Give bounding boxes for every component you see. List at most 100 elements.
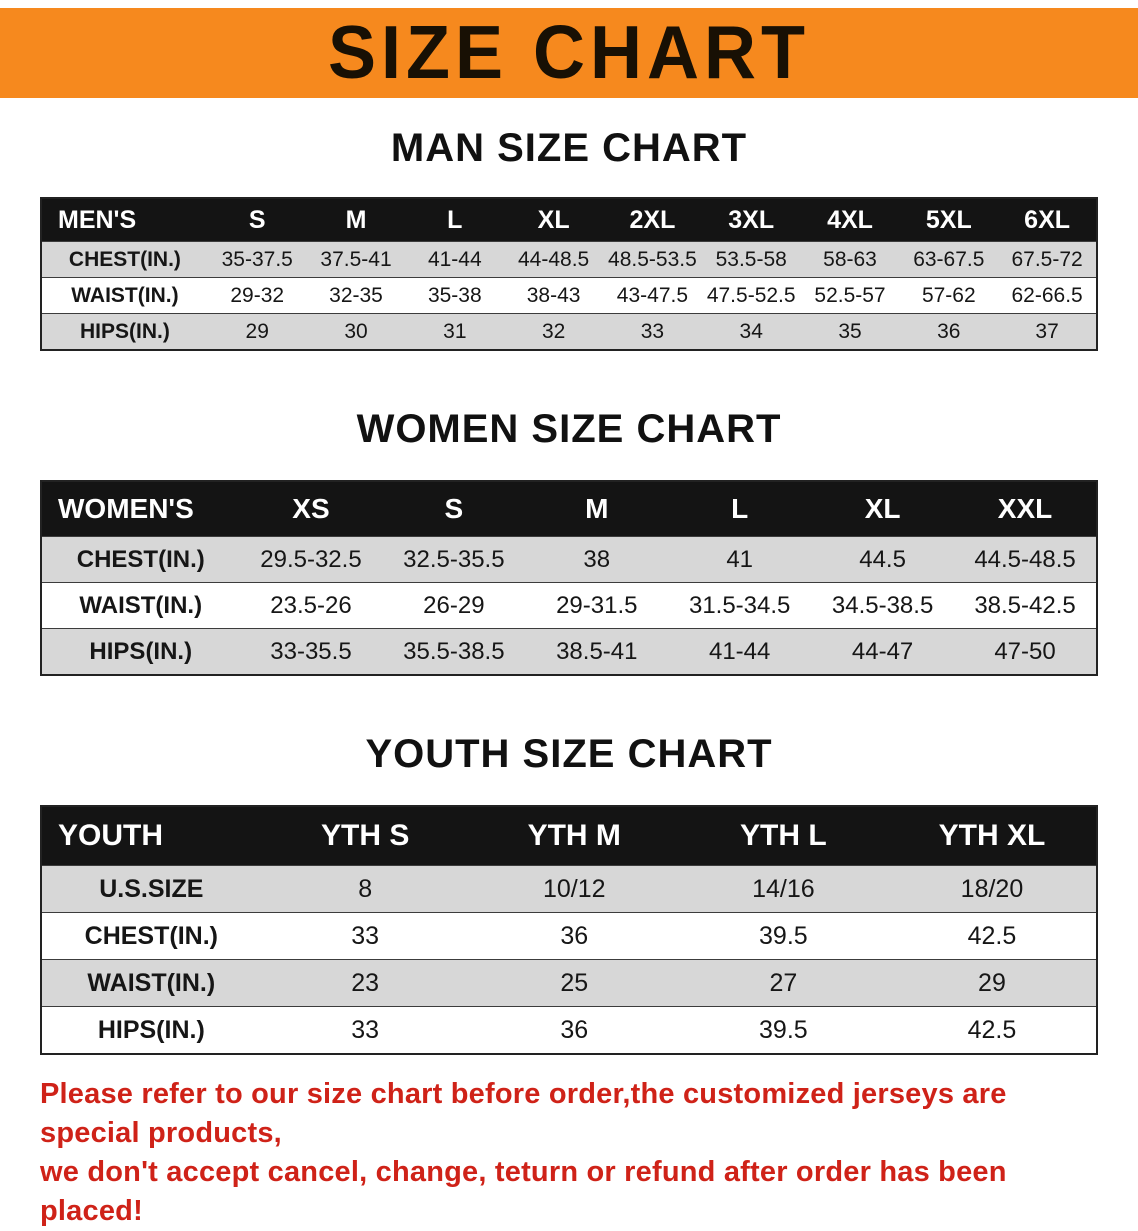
size-column-header: XL — [504, 197, 604, 242]
cell-value: 29 — [207, 313, 307, 351]
cell-value: 37.5-41 — [306, 241, 406, 278]
table-corner-label: WOMEN'S — [41, 480, 240, 537]
banner-title: SIZE CHART — [328, 11, 810, 96]
cell-value: 41 — [668, 536, 812, 583]
cell-value: 58-63 — [800, 241, 900, 278]
disclaimer-line-2: we don't accept cancel, change, teturn o… — [40, 1156, 1007, 1227]
size-column-header: L — [668, 480, 812, 537]
cell-value: 53.5-58 — [701, 241, 801, 278]
women-size-table: WOMEN'S XS S M L XL XXL CHEST(IN.) 29.5-32.5 32.5… — [40, 480, 1098, 676]
cell-value: 39.5 — [678, 1006, 888, 1055]
cell-value: 31.5-34.5 — [668, 582, 812, 629]
cell-value: 48.5-53.5 — [603, 241, 702, 278]
cell-value: 34 — [701, 313, 801, 351]
cell-value: 37 — [998, 313, 1097, 351]
cell-value: 44.5 — [811, 536, 955, 583]
cell-value: 52.5-57 — [800, 277, 900, 314]
cell-value: 32-35 — [306, 277, 406, 314]
cell-value: 32.5-35.5 — [382, 536, 526, 583]
size-column-header: XXL — [954, 480, 1097, 537]
table-header-row: MEN'S S M L XL 2XL 3XL 4XL 5XL 6XL — [41, 197, 1097, 242]
disclaimer-line-1: Please refer to our size chart before or… — [40, 1078, 1007, 1149]
row-label: HIPS(IN.) — [41, 313, 208, 351]
table-row: HIPS(IN.) 29 30 31 32 33 34 35 36 37 — [41, 313, 1097, 351]
size-column-header: M — [306, 197, 406, 242]
cell-value: 63-67.5 — [899, 241, 999, 278]
row-label: WAIST(IN.) — [41, 959, 261, 1007]
size-column-header: YTH L — [678, 805, 888, 866]
table-row: CHEST(IN.) 35-37.5 37.5-41 41-44 44-48.5 48.5… — [41, 241, 1097, 278]
cell-value: 35 — [800, 313, 900, 351]
cell-value: 18/20 — [887, 865, 1097, 913]
cell-value: 38.5-42.5 — [954, 582, 1097, 629]
cell-value: 23 — [260, 959, 470, 1007]
cell-value: 47-50 — [954, 628, 1097, 676]
cell-value: 47.5-52.5 — [701, 277, 801, 314]
size-column-header: 2XL — [603, 197, 702, 242]
cell-value: 25 — [469, 959, 679, 1007]
cell-value: 36 — [899, 313, 999, 351]
row-label: U.S.SIZE — [41, 865, 261, 913]
cell-value: 27 — [678, 959, 888, 1007]
man-size-table: MEN'S S M L XL 2XL 3XL 4XL 5XL 6XL CHEST(IN.) 35-37… — [40, 197, 1098, 351]
cell-value: 38.5-41 — [525, 628, 669, 676]
size-column-header: 4XL — [800, 197, 900, 242]
cell-value: 10/12 — [469, 865, 679, 913]
cell-value: 35-37.5 — [207, 241, 307, 278]
cell-value: 35-38 — [405, 277, 505, 314]
cell-value: 29-31.5 — [525, 582, 669, 629]
cell-value: 29 — [887, 959, 1097, 1007]
table-header-row: YOUTH YTH S YTH M YTH L YTH XL — [41, 805, 1097, 866]
table-corner-label: MEN'S — [41, 197, 208, 242]
row-label: CHEST(IN.) — [41, 912, 261, 960]
cell-value: 33 — [260, 1006, 470, 1055]
row-label: HIPS(IN.) — [41, 628, 240, 676]
women-size-chart-section: WOMEN SIZE CHART WOMEN'S XS S M L XL XXL CHEST(… — [0, 407, 1138, 676]
cell-value: 67.5-72 — [998, 241, 1097, 278]
cell-value: 42.5 — [887, 1006, 1097, 1055]
table-row: HIPS(IN.) 33 36 39.5 42.5 — [41, 1006, 1097, 1055]
table-row: HIPS(IN.) 33-35.5 35.5-38.5 38.5-41 41-44 44-… — [41, 628, 1097, 676]
size-column-header: 5XL — [899, 197, 999, 242]
table-row: WAIST(IN.) 23.5-26 26-29 29-31.5 31.5-34.5 34… — [41, 582, 1097, 629]
cell-value: 38 — [525, 536, 669, 583]
size-column-header: 3XL — [701, 197, 801, 242]
cell-value: 42.5 — [887, 912, 1097, 960]
table-header-row: WOMEN'S XS S M L XL XXL — [41, 480, 1097, 537]
size-column-header: XL — [811, 480, 955, 537]
cell-value: 38-43 — [504, 277, 604, 314]
cell-value: 43-47.5 — [603, 277, 702, 314]
cell-value: 32 — [504, 313, 604, 351]
youth-section-title: YOUTH SIZE CHART — [365, 732, 773, 776]
cell-value: 34.5-38.5 — [811, 582, 955, 629]
disclaimer: Please refer to our size chart before or… — [40, 1075, 1100, 1231]
table-row: WAIST(IN.) 23 25 27 29 — [41, 959, 1097, 1007]
size-column-header: S — [207, 197, 307, 242]
cell-value: 36 — [469, 912, 679, 960]
size-column-header: YTH S — [260, 805, 470, 866]
cell-value: 29.5-32.5 — [239, 536, 383, 583]
cell-value: 8 — [260, 865, 470, 913]
table-row: CHEST(IN.) 33 36 39.5 42.5 — [41, 912, 1097, 960]
row-label: WAIST(IN.) — [41, 582, 240, 629]
man-section-title: MAN SIZE CHART — [390, 126, 748, 170]
youth-size-table: YOUTH YTH S YTH M YTH L YTH XL U.S.SIZE 8 10/12… — [40, 805, 1098, 1055]
cell-value: 44.5-48.5 — [954, 536, 1097, 583]
size-column-header: XS — [239, 480, 383, 537]
cell-value: 57-62 — [899, 277, 999, 314]
size-column-header: YTH XL — [887, 805, 1097, 866]
cell-value: 33 — [260, 912, 470, 960]
row-label: CHEST(IN.) — [41, 241, 208, 278]
cell-value: 44-48.5 — [504, 241, 604, 278]
table-row: CHEST(IN.) 29.5-32.5 32.5-35.5 38 41 44.5 44.5… — [41, 536, 1097, 583]
cell-value: 35.5-38.5 — [382, 628, 526, 676]
row-label: CHEST(IN.) — [41, 536, 240, 583]
cell-value: 26-29 — [382, 582, 526, 629]
size-column-header: M — [525, 480, 669, 537]
cell-value: 33 — [603, 313, 702, 351]
row-label: WAIST(IN.) — [41, 277, 208, 314]
youth-size-chart-section: YOUTH SIZE CHART YOUTH YTH S YTH M YTH L YTH… — [0, 732, 1138, 1055]
cell-value: 31 — [405, 313, 505, 351]
size-column-header: YTH M — [469, 805, 679, 866]
